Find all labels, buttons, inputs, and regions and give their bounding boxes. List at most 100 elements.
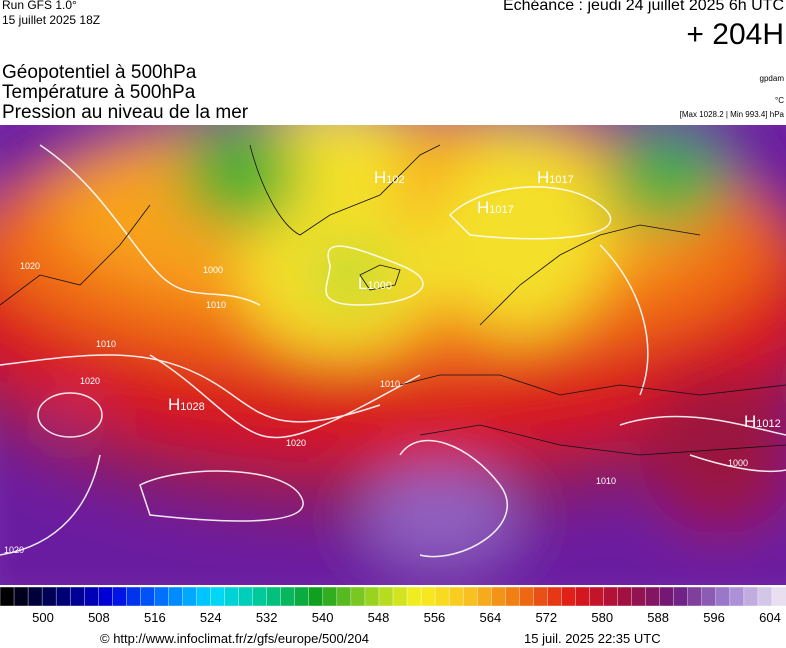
generated: 15 juil. 2025 22:35 UTC bbox=[524, 631, 661, 646]
colorbar-label: 508 bbox=[88, 610, 110, 625]
pressure-value: 1017 bbox=[549, 174, 573, 186]
colorbar-swatch bbox=[561, 587, 577, 607]
colorbar-swatch bbox=[715, 587, 731, 607]
colorbar-swatch bbox=[547, 587, 563, 607]
colorbar-label: 572 bbox=[535, 610, 558, 625]
colorbar-swatch bbox=[280, 587, 296, 607]
colorbar-swatch bbox=[645, 587, 661, 607]
colorbar-label: 548 bbox=[367, 610, 390, 625]
colorbar-swatch bbox=[462, 587, 478, 607]
source-url: © http://www.infoclimat.fr/z/gfs/europe/… bbox=[100, 631, 369, 646]
field: Géopotentiel à 500hPa bbox=[2, 62, 197, 83]
colorbar-swatch bbox=[84, 587, 99, 607]
pressure-value: 1000 bbox=[367, 280, 391, 292]
lead-time: + 204H bbox=[686, 18, 784, 51]
colorbar-swatch bbox=[448, 587, 464, 607]
pressure-value: 1012 bbox=[756, 418, 780, 430]
colorbar-label: 532 bbox=[255, 610, 278, 625]
colorbar-swatch bbox=[519, 587, 535, 607]
colorbar-label: 580 bbox=[591, 610, 614, 625]
colorbar-swatch bbox=[673, 587, 689, 607]
colorbar-swatch bbox=[322, 587, 338, 607]
colorbar-swatch bbox=[364, 587, 380, 607]
colorbar-swatch bbox=[701, 587, 717, 607]
colorbar-swatch bbox=[617, 587, 633, 607]
colorbar-swatch bbox=[13, 587, 29, 607]
map: H1028H1017H1017H102L1000H101210101020102… bbox=[0, 125, 786, 585]
unit: gpdam bbox=[759, 74, 784, 83]
pressure-range: [Max 1028.2 | Min 993.4] hPa bbox=[679, 110, 784, 119]
colorbar-swatch bbox=[743, 587, 759, 607]
colorbar-swatch bbox=[406, 587, 422, 607]
colorbar-swatch bbox=[252, 587, 268, 607]
pressure-value: 102 bbox=[386, 174, 404, 186]
colorbar-swatch bbox=[392, 587, 408, 607]
colorbar-swatch bbox=[308, 587, 324, 607]
colorbar-swatch bbox=[196, 587, 212, 607]
colorbar-label: 556 bbox=[423, 610, 446, 625]
run: Run GFS 1.0° bbox=[2, 0, 77, 12]
colorbar-swatch bbox=[336, 587, 352, 607]
colorbar-swatch bbox=[505, 587, 521, 607]
colorbar-label: 596 bbox=[703, 610, 725, 625]
unit: °C bbox=[775, 96, 784, 105]
colorbar-swatch bbox=[687, 587, 703, 607]
colorbar-swatch bbox=[154, 587, 170, 607]
colorbar-swatch bbox=[140, 587, 156, 607]
colorbar-swatch bbox=[420, 587, 436, 607]
field: Température à 500hPa bbox=[2, 82, 196, 103]
colorbar-swatch bbox=[378, 587, 394, 607]
colorbar-swatch bbox=[266, 587, 282, 607]
colorbar-swatch bbox=[575, 587, 591, 607]
forecast: Echéance : jeudi 24 juillet 2025 6h UTC bbox=[502, 0, 784, 14]
colorbar-label: 564 bbox=[479, 610, 502, 625]
isobar-label: 1010 bbox=[380, 379, 400, 389]
colorbar-swatch bbox=[659, 587, 675, 607]
colorbar-swatch bbox=[350, 587, 366, 607]
colorbar-swatch bbox=[55, 587, 71, 607]
colorbar-swatch bbox=[224, 587, 240, 607]
isobar-label: 1020 bbox=[4, 545, 24, 555]
colorbar-swatch bbox=[757, 587, 773, 607]
pressure-value: 1017 bbox=[489, 204, 513, 216]
isobar-label: 1010 bbox=[96, 339, 116, 349]
colorbar-label: 604 bbox=[759, 610, 781, 625]
colorbar-label: 516 bbox=[143, 610, 166, 625]
isobar-label: 1020 bbox=[80, 376, 100, 386]
colorbar-swatch bbox=[27, 587, 43, 607]
colorbar-swatch bbox=[126, 587, 142, 607]
isobar-label: 1020 bbox=[286, 438, 306, 448]
colorbar-label: 524 bbox=[199, 610, 222, 625]
colorbar-swatch bbox=[603, 587, 619, 607]
colorbar-swatch bbox=[168, 587, 184, 607]
colorbar bbox=[0, 587, 786, 607]
colorbar-swatch bbox=[238, 587, 254, 607]
colorbar-swatch bbox=[729, 587, 745, 607]
colorbar-swatch bbox=[533, 587, 549, 607]
isobar-label: 1020 bbox=[20, 261, 40, 271]
isobar-label: 1010 bbox=[596, 476, 616, 486]
isobar-label: 1000 bbox=[203, 265, 223, 275]
colorbar-label: 500 bbox=[32, 610, 54, 625]
colorbar-swatch bbox=[69, 587, 85, 607]
colorbar-label: 540 bbox=[311, 610, 334, 625]
colorbar-swatch bbox=[477, 587, 492, 607]
isobar-label: 1010 bbox=[206, 300, 226, 310]
run-date: 15 juillet 2025 18Z bbox=[2, 13, 101, 27]
colorbar-swatch bbox=[210, 587, 226, 607]
colorbar-swatch bbox=[112, 587, 128, 607]
field: Pression au niveau de la mer bbox=[2, 102, 249, 123]
colorbar-swatch bbox=[771, 587, 786, 607]
colorbar-swatch bbox=[294, 587, 310, 607]
colorbar-label: 588 bbox=[647, 610, 669, 625]
colorbar-swatch bbox=[631, 587, 647, 607]
colorbar-swatch bbox=[491, 587, 506, 607]
colorbar-swatch bbox=[0, 587, 15, 607]
colorbar-swatch bbox=[589, 587, 605, 607]
colorbar-swatch bbox=[434, 587, 450, 607]
colorbar-swatch bbox=[41, 587, 57, 607]
colorbar-swatch bbox=[98, 587, 113, 607]
colorbar-swatch bbox=[182, 587, 198, 607]
pressure-value: 1028 bbox=[180, 401, 204, 413]
